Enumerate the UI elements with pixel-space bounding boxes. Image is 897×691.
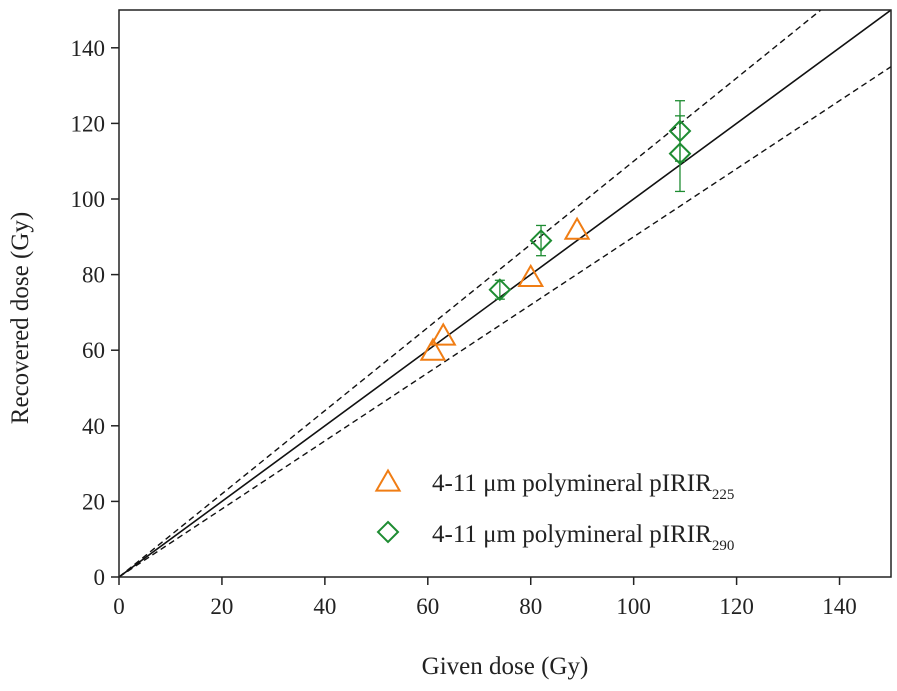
y-axis: 0 20 40 60 80 100 120 140 (71, 36, 119, 590)
diamond-point-2 (668, 119, 692, 143)
y-tick-label-0: 0 (94, 565, 106, 590)
diamond-point-1 (529, 229, 553, 252)
y-tick-label-20: 20 (82, 489, 105, 514)
legend-label-pirir290-main: 4-11 μm polymineral pIRIR (432, 521, 712, 548)
legend-label-pirir225: 4-11 μm polymineral pIRIR225 (432, 470, 734, 503)
x-tick-label-60: 60 (416, 594, 439, 619)
legend: 4-11 μm polymineral pIRIR225 4-11 μm pol… (374, 468, 734, 554)
x-tick-label-0: 0 (113, 594, 125, 619)
y-tick-label-100: 100 (71, 187, 106, 212)
x-tick-label-20: 20 (210, 594, 233, 619)
legend-label-pirir225-main: 4-11 μm polymineral pIRIR (432, 470, 712, 497)
x-tick-label-40: 40 (313, 594, 336, 619)
plot-frame (118, 9, 892, 578)
triangle-point-3 (563, 216, 591, 240)
x-tick-label-80: 80 (519, 594, 542, 619)
y-tick-label-60: 60 (82, 338, 105, 363)
diamond-point-3 (668, 142, 692, 166)
data-points (419, 119, 692, 361)
x-axis-title: Given dose (Gy) (422, 653, 589, 680)
legend-marker-pirir225 (374, 468, 402, 492)
x-tick-label-120: 120 (719, 594, 754, 619)
y-tick-label-80: 80 (82, 263, 105, 288)
legend-marker-pirir290 (376, 520, 400, 544)
ten-percent-line-1 (119, 10, 822, 577)
error-bar-s1-3 (674, 115, 685, 193)
x-axis: 0 20 40 60 80 100 120 140 (113, 577, 857, 619)
legend-label-pirir225-sub: 225 (712, 487, 735, 503)
diamond-point-0 (488, 278, 512, 302)
ten-percent-line-2 (119, 66, 891, 577)
y-tick-label-40: 40 (82, 414, 105, 439)
x-tick-label-100: 100 (616, 594, 651, 619)
triangle-point-1 (429, 322, 457, 346)
x-tick-label-140: 140 (822, 594, 857, 619)
y-axis-title: Recovered dose (Gy) (7, 212, 34, 424)
triangle-point-0 (419, 337, 447, 361)
legend-label-pirir290-sub: 290 (712, 538, 735, 554)
y-tick-label-140: 140 (71, 36, 106, 61)
legend-label-pirir290: 4-11 μm polymineral pIRIR290 (432, 521, 734, 554)
error-bars (494, 100, 685, 300)
y-tick-label-120: 120 (71, 111, 106, 136)
triangle-point-2 (517, 263, 545, 287)
